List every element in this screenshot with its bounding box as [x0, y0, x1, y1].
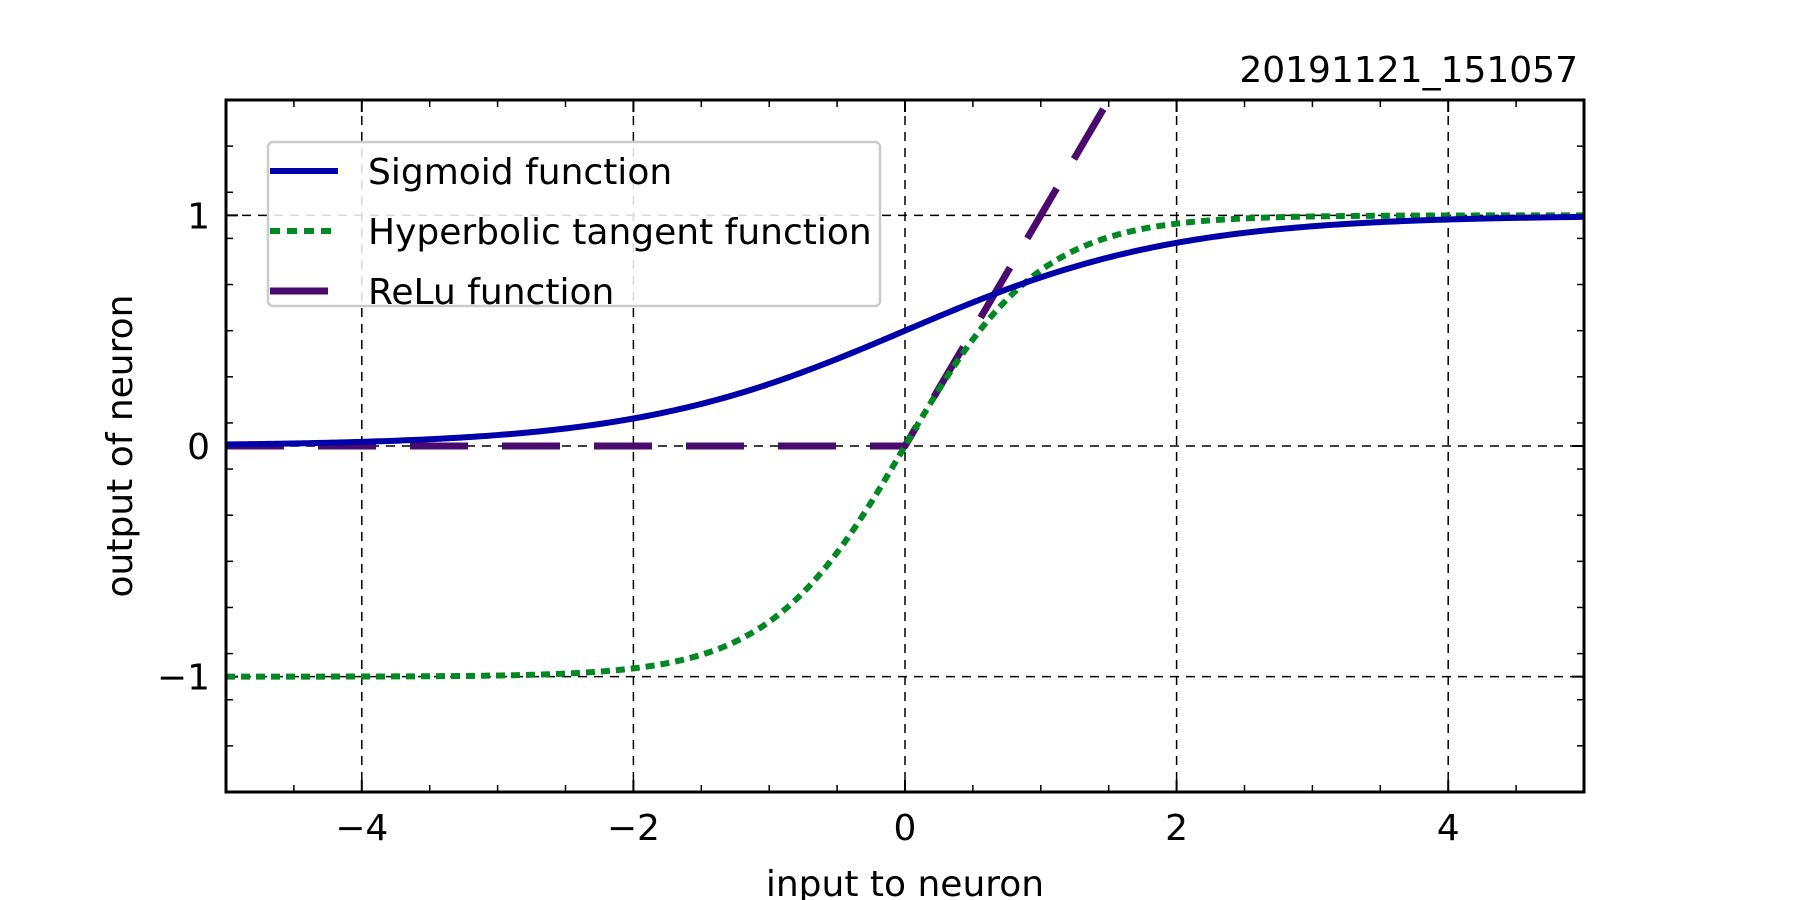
x-tick-label: −2 [607, 808, 660, 849]
legend-label: ReLu function [368, 272, 614, 313]
x-tick-label: 4 [1437, 808, 1460, 849]
chart-timestamp: 20191121_151057 [1239, 50, 1578, 91]
legend-label: Sigmoid function [368, 152, 672, 193]
x-tick-label: 2 [1165, 808, 1188, 849]
x-tick-label: −4 [335, 808, 388, 849]
legend: Sigmoid function Hyperbolic tangent funct… [266, 140, 882, 313]
y-tick-label: 0 [187, 427, 210, 468]
y-tick-label: 1 [187, 196, 210, 237]
series-line-sigmoid [226, 213, 1584, 448]
y-axis-label: output of neuron [100, 295, 141, 598]
plot-frame [224, 98, 1586, 794]
series-line-tanh [226, 212, 1584, 680]
legend-label: Hyperbolic tangent function [368, 212, 872, 253]
legend-box [266, 140, 882, 308]
series-line-relu [226, 100, 1113, 450]
y-tick-label: −1 [157, 658, 210, 699]
series-lines [226, 100, 1584, 680]
tick-labels: −4 −2 0 2 4 −1 0 1 [157, 196, 1460, 849]
x-axis-label: input to neuron [766, 864, 1044, 900]
x-tick-label: 0 [894, 808, 917, 849]
